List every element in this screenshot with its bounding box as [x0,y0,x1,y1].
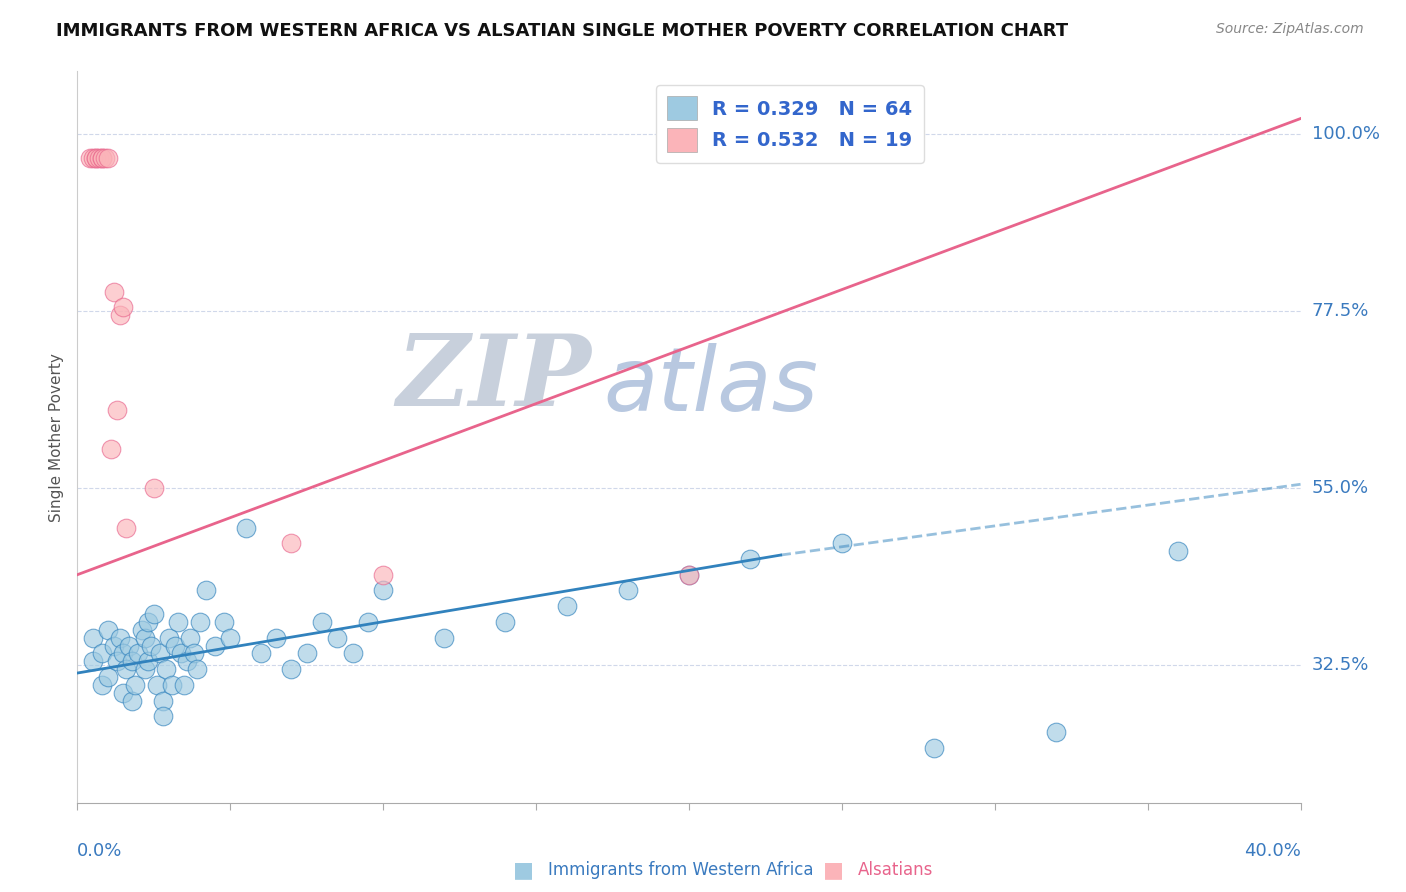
Point [167,615,190,629]
Point [139,639,162,653]
Text: atlas: atlas [603,343,818,429]
Point [295,646,318,660]
Text: IMMIGRANTS FROM WESTERN AFRICA VS ALSATIAN SINGLE MOTHER POVERTY CORRELATION CHA: IMMIGRANTS FROM WESTERN AFRICA VS ALSATI… [56,22,1069,40]
Legend: R = 0.329   N = 64, R = 0.532   N = 19: R = 0.329 N = 64, R = 0.532 N = 19 [655,85,924,163]
Point [212,615,235,629]
Point [678,567,700,582]
Point [84,151,107,165]
Point [1045,725,1067,739]
Text: 77.5%: 77.5% [1312,302,1369,320]
Point [124,678,146,692]
Point [311,615,333,629]
Point [121,693,143,707]
Point [186,662,208,676]
Point [280,536,302,550]
Text: 32.5%: 32.5% [1312,657,1369,674]
Point [155,662,177,676]
Point [152,693,174,707]
Text: 100.0%: 100.0% [1312,125,1379,144]
Point [100,442,122,456]
Point [157,631,180,645]
Point [160,678,183,692]
Point [165,639,187,653]
Point [357,615,380,629]
Point [79,151,101,165]
Text: ■: ■ [513,860,534,880]
Point [82,631,104,645]
Text: Alsatians: Alsatians [858,861,934,879]
Point [87,151,110,165]
Point [922,740,945,755]
Point [108,631,131,645]
Point [118,639,141,653]
Point [170,646,193,660]
Point [831,536,853,550]
Point [103,639,125,653]
Point [740,552,762,566]
Point [183,646,205,660]
Point [97,670,120,684]
Point [121,654,143,668]
Point [678,567,700,582]
Point [84,151,107,165]
Point [280,662,302,676]
Point [264,631,287,645]
Text: ■: ■ [823,860,844,880]
Point [90,678,112,692]
Point [94,151,117,165]
Text: Source: ZipAtlas.com: Source: ZipAtlas.com [1216,22,1364,37]
Point [115,662,138,676]
Point [617,583,640,598]
Point [176,654,198,668]
Point [173,678,195,692]
Point [112,646,135,660]
Point [82,654,104,668]
Point [105,654,128,668]
Point [90,151,112,165]
Point [433,631,456,645]
Point [90,151,112,165]
Point [97,623,120,637]
Point [219,631,242,645]
Y-axis label: Single Mother Poverty: Single Mother Poverty [49,352,65,522]
Point [1167,544,1189,558]
Point [188,615,211,629]
Text: ZIP: ZIP [396,330,591,426]
Point [235,520,257,534]
Point [112,301,135,315]
Point [97,151,120,165]
Text: 40.0%: 40.0% [1244,842,1301,860]
Point [142,607,165,621]
Point [112,686,135,700]
Point [131,623,153,637]
Point [127,646,149,660]
Point [90,646,112,660]
Point [82,151,104,165]
Point [326,631,349,645]
Point [136,615,159,629]
Text: Immigrants from Western Africa: Immigrants from Western Africa [548,861,814,879]
Point [105,402,128,417]
Point [194,583,217,598]
Point [371,583,394,598]
Point [146,678,169,692]
Text: 55.0%: 55.0% [1312,479,1369,497]
Point [103,285,125,299]
Point [115,520,138,534]
Point [555,599,578,614]
Point [250,646,273,660]
Point [142,481,165,495]
Point [136,654,159,668]
Point [134,662,156,676]
Point [342,646,364,660]
Point [152,709,174,723]
Point [179,631,201,645]
Point [204,639,226,653]
Point [371,567,394,582]
Text: 0.0%: 0.0% [77,842,122,860]
Point [495,615,517,629]
Point [108,308,131,322]
Point [149,646,172,660]
Point [134,631,156,645]
